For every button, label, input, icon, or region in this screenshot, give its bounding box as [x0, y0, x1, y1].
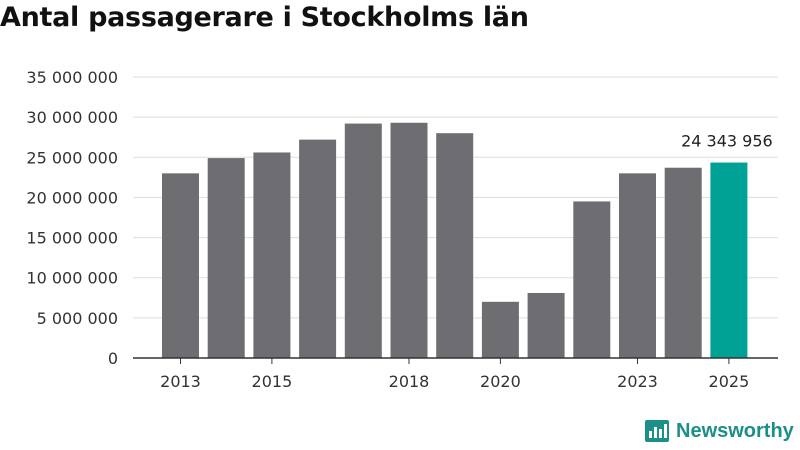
y-tick-label: 10 000 000 — [26, 269, 118, 288]
y-tick-label: 25 000 000 — [26, 148, 118, 167]
bar-2013 — [162, 173, 199, 358]
x-tick-label: 2018 — [389, 372, 430, 391]
bar-2015 — [253, 152, 291, 358]
x-tick-label: 2013 — [160, 372, 201, 391]
x-tick-label: 2020 — [480, 372, 521, 391]
newsworthy-logo-icon — [645, 420, 669, 442]
bar-2016 — [299, 139, 337, 358]
bar-2017 — [344, 123, 382, 359]
bar-2025 — [710, 162, 748, 358]
data-label-annotation: 24 343 956 — [681, 132, 773, 151]
bar-2022 — [573, 201, 611, 358]
y-tick-label: 35 000 000 — [26, 68, 118, 87]
bar-2023 — [619, 173, 656, 358]
y-tick-label: 5 000 000 — [37, 309, 118, 328]
y-tick-label: 0 — [108, 349, 118, 368]
brand-logo: Newsworthy — [644, 418, 794, 444]
y-tick-label: 15 000 000 — [26, 229, 118, 248]
bar-2019 — [436, 133, 474, 358]
y-tick-label: 20 000 000 — [26, 188, 118, 207]
bar-2024 — [664, 167, 702, 358]
bar-2014 — [207, 158, 245, 358]
x-tick-label: 2015 — [252, 372, 293, 391]
bar-2021 — [527, 292, 565, 358]
chart-title: Antal passagerare i Stockholms län — [0, 2, 529, 33]
y-tick-label: 30 000 000 — [26, 108, 118, 127]
bar-2020 — [481, 301, 519, 358]
bar-2018 — [390, 122, 428, 359]
brand-name: Newsworthy — [676, 419, 794, 442]
x-tick-label: 2023 — [617, 372, 658, 391]
x-tick-label: 2025 — [709, 372, 750, 391]
